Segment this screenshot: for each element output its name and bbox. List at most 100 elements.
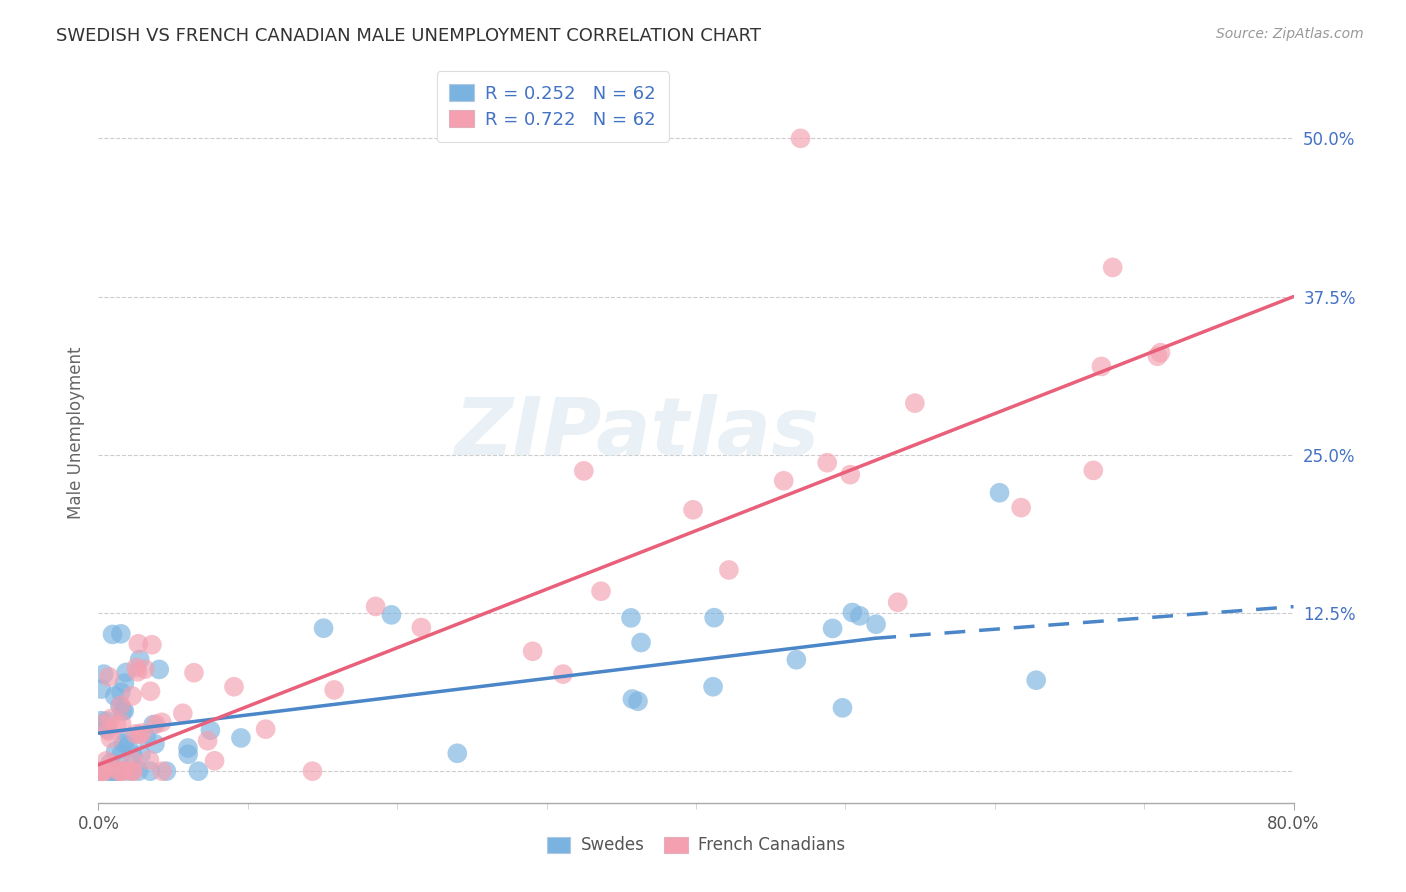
Point bbox=[1083, 463, 1105, 477]
Point bbox=[197, 733, 219, 747]
Point bbox=[785, 653, 807, 667]
Point bbox=[93, 667, 115, 681]
Point bbox=[142, 717, 165, 731]
Point bbox=[122, 764, 145, 779]
Point bbox=[411, 621, 433, 635]
Point bbox=[111, 764, 134, 779]
Point bbox=[97, 764, 120, 779]
Point bbox=[145, 717, 167, 731]
Point bbox=[93, 764, 115, 779]
Y-axis label: Male Unemployment: Male Unemployment bbox=[66, 346, 84, 519]
Point bbox=[886, 595, 908, 609]
Point bbox=[183, 665, 205, 680]
Point bbox=[117, 739, 139, 753]
Point bbox=[815, 456, 838, 470]
Point bbox=[1010, 500, 1032, 515]
Point bbox=[139, 684, 162, 698]
Point bbox=[148, 662, 170, 676]
Point bbox=[115, 665, 138, 680]
Point bbox=[138, 753, 160, 767]
Point bbox=[105, 717, 128, 731]
Point bbox=[865, 617, 887, 632]
Point bbox=[112, 676, 135, 690]
Point bbox=[364, 599, 387, 614]
Point bbox=[98, 670, 121, 684]
Point bbox=[1149, 345, 1171, 359]
Point bbox=[1025, 673, 1047, 688]
Point bbox=[128, 652, 150, 666]
Point bbox=[682, 503, 704, 517]
Point bbox=[150, 764, 173, 779]
Point bbox=[1090, 359, 1112, 374]
Point bbox=[589, 584, 612, 599]
Point bbox=[551, 667, 574, 681]
Point bbox=[110, 627, 132, 641]
Point bbox=[89, 764, 111, 779]
Point bbox=[789, 131, 811, 145]
Point bbox=[139, 764, 162, 779]
Point bbox=[114, 764, 136, 779]
Point bbox=[187, 764, 209, 779]
Point bbox=[101, 627, 124, 641]
Point bbox=[621, 692, 644, 706]
Point bbox=[98, 764, 121, 779]
Point bbox=[104, 689, 127, 703]
Point bbox=[988, 485, 1011, 500]
Point bbox=[522, 644, 544, 658]
Point bbox=[96, 722, 118, 736]
Point bbox=[96, 754, 118, 768]
Text: ZIPatlas: ZIPatlas bbox=[454, 393, 818, 472]
Point bbox=[702, 680, 724, 694]
Point bbox=[134, 662, 156, 676]
Point bbox=[772, 474, 794, 488]
Point bbox=[111, 704, 134, 718]
Point bbox=[97, 724, 120, 739]
Point bbox=[1101, 260, 1123, 275]
Point bbox=[117, 731, 139, 746]
Point bbox=[100, 764, 122, 778]
Point bbox=[100, 731, 122, 746]
Point bbox=[143, 737, 166, 751]
Point bbox=[380, 607, 402, 622]
Point bbox=[110, 685, 132, 699]
Point bbox=[100, 756, 122, 770]
Point bbox=[222, 680, 245, 694]
Point bbox=[204, 754, 226, 768]
Point bbox=[100, 711, 122, 725]
Point bbox=[831, 701, 853, 715]
Point bbox=[108, 764, 131, 779]
Point bbox=[108, 698, 131, 713]
Point bbox=[127, 637, 149, 651]
Point bbox=[841, 606, 863, 620]
Point bbox=[177, 741, 200, 756]
Point bbox=[904, 396, 927, 410]
Point bbox=[129, 727, 152, 741]
Point bbox=[141, 638, 163, 652]
Point bbox=[121, 748, 143, 763]
Point bbox=[90, 764, 112, 779]
Legend: Swedes, French Canadians: Swedes, French Canadians bbox=[540, 830, 852, 861]
Point bbox=[110, 716, 132, 731]
Point bbox=[110, 698, 132, 713]
Point bbox=[323, 682, 346, 697]
Point bbox=[110, 764, 132, 779]
Point bbox=[172, 706, 194, 721]
Point bbox=[849, 608, 872, 623]
Point bbox=[112, 737, 135, 751]
Point bbox=[121, 689, 143, 703]
Point bbox=[89, 764, 111, 779]
Point bbox=[96, 714, 118, 728]
Point bbox=[446, 746, 468, 760]
Text: SWEDISH VS FRENCH CANADIAN MALE UNEMPLOYMENT CORRELATION CHART: SWEDISH VS FRENCH CANADIAN MALE UNEMPLOY… bbox=[56, 27, 761, 45]
Point bbox=[101, 757, 124, 772]
Point bbox=[121, 764, 143, 779]
Point bbox=[717, 563, 740, 577]
Point bbox=[127, 665, 149, 679]
Point bbox=[129, 747, 152, 762]
Point bbox=[104, 744, 127, 758]
Point bbox=[177, 747, 200, 762]
Point bbox=[90, 764, 112, 779]
Point bbox=[110, 747, 132, 761]
Point bbox=[127, 764, 149, 779]
Point bbox=[229, 731, 252, 745]
